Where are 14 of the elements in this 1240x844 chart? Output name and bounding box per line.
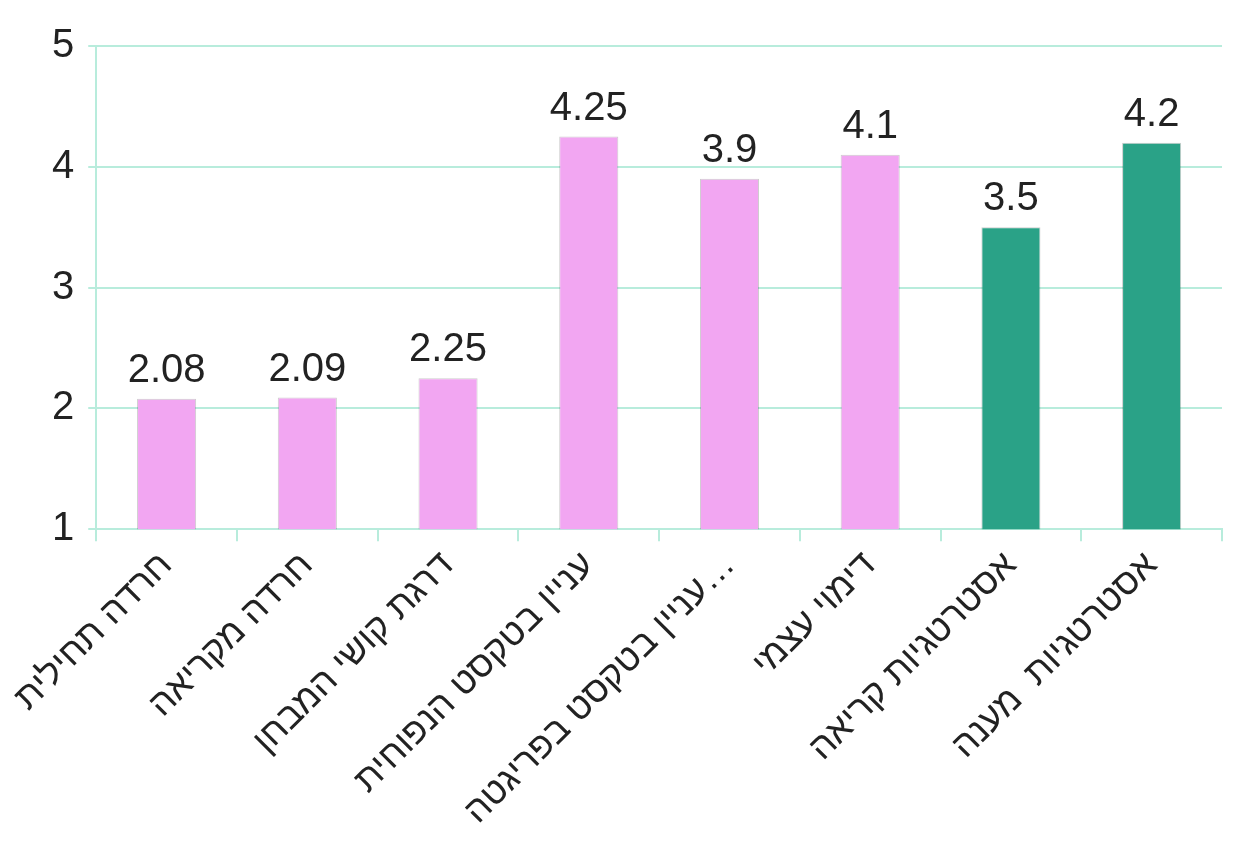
data-label: 4.2 [1123, 89, 1180, 134]
data-label: 4.25 [549, 83, 628, 128]
y-tick-label: 4 [52, 141, 75, 186]
data-label: 3.9 [701, 125, 758, 170]
y-tick-label: 5 [52, 21, 75, 66]
data-label: 4.1 [842, 101, 899, 146]
y-tick-label: 2 [52, 383, 75, 428]
data-label: 2.09 [268, 344, 347, 389]
x-tick-label: דימוי עצמי [743, 543, 883, 683]
data-label: 2.25 [409, 325, 487, 370]
y-tick-label: 3 [52, 262, 75, 307]
data-label: 2.08 [127, 345, 206, 390]
y-tick-label: 1 [52, 504, 75, 549]
data-label: 3.5 [983, 174, 1039, 219]
